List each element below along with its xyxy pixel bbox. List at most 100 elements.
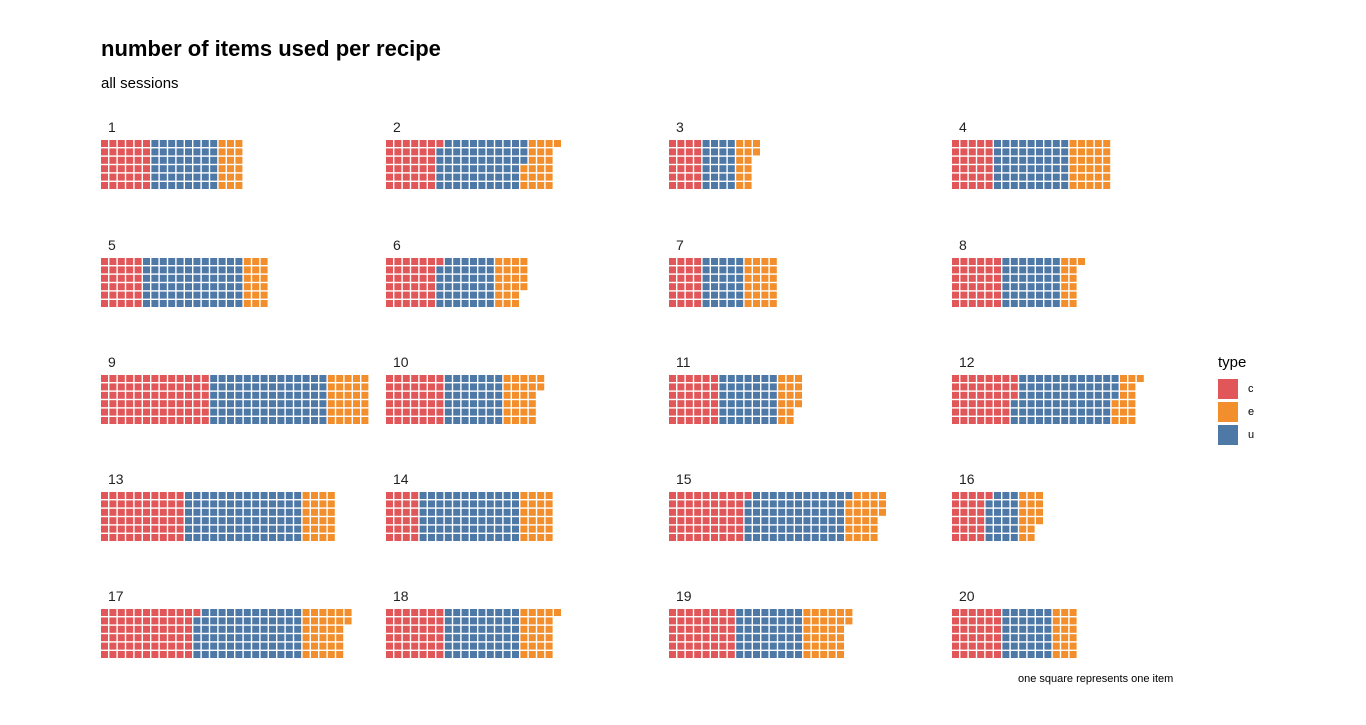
waffle-square-c <box>394 534 402 541</box>
waffle-square-e <box>1120 417 1127 424</box>
waffle-square-c <box>168 500 176 508</box>
waffle-square-c <box>109 642 117 650</box>
waffle-square-u <box>159 274 167 282</box>
waffle-square-e <box>545 148 553 156</box>
waffle-square-u <box>294 383 302 391</box>
waffle-square-c <box>977 300 985 307</box>
waffle-square-e <box>820 625 828 633</box>
waffle-square-u <box>512 625 519 633</box>
waffle-square-u <box>419 517 427 525</box>
waffle-square-e <box>828 625 836 633</box>
waffle-square-e <box>554 140 561 147</box>
waffle-square-c <box>159 383 167 391</box>
waffle-square-e <box>243 283 251 291</box>
waffle-square-c <box>669 274 676 282</box>
waffle-square-u <box>1044 156 1052 164</box>
waffle-square-c <box>419 173 427 181</box>
waffle-square-e <box>1061 625 1069 633</box>
waffle-square-u <box>1044 383 1052 391</box>
waffle-square-u <box>702 274 710 282</box>
waffle-square-u <box>436 156 444 164</box>
waffle-square-c <box>402 642 410 650</box>
waffle-square-u <box>201 283 209 291</box>
waffle-square-c <box>143 165 150 173</box>
waffle-square-c <box>1002 391 1010 399</box>
waffle-square-e <box>344 391 352 399</box>
waffle-square-e <box>1120 400 1127 408</box>
waffle-square-c <box>669 617 676 625</box>
waffle-square-c <box>143 634 150 642</box>
waffle-square-u <box>159 182 167 189</box>
waffle-square-u <box>1010 291 1018 299</box>
waffle-square-u <box>252 391 260 399</box>
waffle-square-c <box>428 634 435 642</box>
waffle-square-e <box>837 634 844 642</box>
waffle-square-u <box>811 508 819 516</box>
waffle-square-u <box>1027 383 1035 391</box>
waffle-square-c <box>727 534 735 541</box>
waffle-square-c <box>402 375 410 382</box>
waffle-square-u <box>453 383 461 391</box>
waffle-square-u <box>210 492 218 499</box>
waffle-square-c <box>134 400 142 408</box>
waffle-square-u <box>185 525 192 533</box>
waffle-square-c <box>151 508 159 516</box>
waffle-square-u <box>478 609 486 616</box>
waffle-square-e <box>503 391 511 399</box>
waffle-square-u <box>453 266 461 274</box>
waffle-square-e <box>311 625 318 633</box>
waffle-square-c <box>694 508 702 516</box>
waffle-square-e <box>761 300 769 307</box>
waffle-square-u <box>1052 173 1060 181</box>
waffle-square-u <box>201 274 209 282</box>
waffle-square-c <box>736 500 744 508</box>
waffle-square-u <box>1019 391 1027 399</box>
waffle-square-u <box>428 525 435 533</box>
waffle-square-u <box>227 625 234 633</box>
waffle-square-u <box>252 492 260 499</box>
waffle-square-c <box>677 391 685 399</box>
waffle-square-u <box>727 156 735 164</box>
waffle-square-u <box>1103 391 1111 399</box>
waffle-square-u <box>1019 165 1027 173</box>
waffle-square-u <box>803 492 811 499</box>
waffle-square-c <box>101 173 108 181</box>
waffle-square-u <box>201 609 209 616</box>
waffle-square-c <box>168 391 176 399</box>
waffle-square-u <box>193 165 201 173</box>
waffle-square-u <box>994 182 1001 189</box>
waffle-square-u <box>1010 156 1018 164</box>
waffle-square-u <box>285 408 293 416</box>
waffle-square-u <box>753 617 760 625</box>
waffle-square-e <box>252 266 260 274</box>
waffle-square-u <box>260 617 268 625</box>
waffle-square-u <box>227 300 234 307</box>
waffle-square-u <box>201 140 209 147</box>
waffle-square-c <box>143 492 150 499</box>
waffle-square-c <box>134 642 142 650</box>
waffle-square-u <box>428 508 435 516</box>
waffle-square-e <box>1052 651 1060 658</box>
waffle-square-u <box>470 642 477 650</box>
waffle-square-e <box>1061 642 1069 650</box>
waffle-square-c <box>994 375 1001 382</box>
waffle-square-c <box>117 182 125 189</box>
waffle-square-u <box>235 492 243 499</box>
waffle-square-u <box>1010 500 1018 508</box>
waffle-square-c <box>669 391 676 399</box>
waffle-square-c <box>151 391 159 399</box>
waffle-square-c <box>994 291 1001 299</box>
waffle-square-u <box>227 617 234 625</box>
waffle-square-u <box>461 182 469 189</box>
waffle-square-c <box>669 182 676 189</box>
waffle-square-c <box>101 500 108 508</box>
waffle-square-u <box>1002 148 1010 156</box>
waffle-square-u <box>1019 300 1027 307</box>
waffle-square-c <box>151 625 159 633</box>
waffle-square-u <box>503 148 511 156</box>
waffle-square-u <box>486 534 494 541</box>
waffle-square-u <box>486 391 494 399</box>
waffle-square-e <box>235 148 243 156</box>
waffle-square-u <box>486 156 494 164</box>
waffle-square-e <box>520 173 528 181</box>
